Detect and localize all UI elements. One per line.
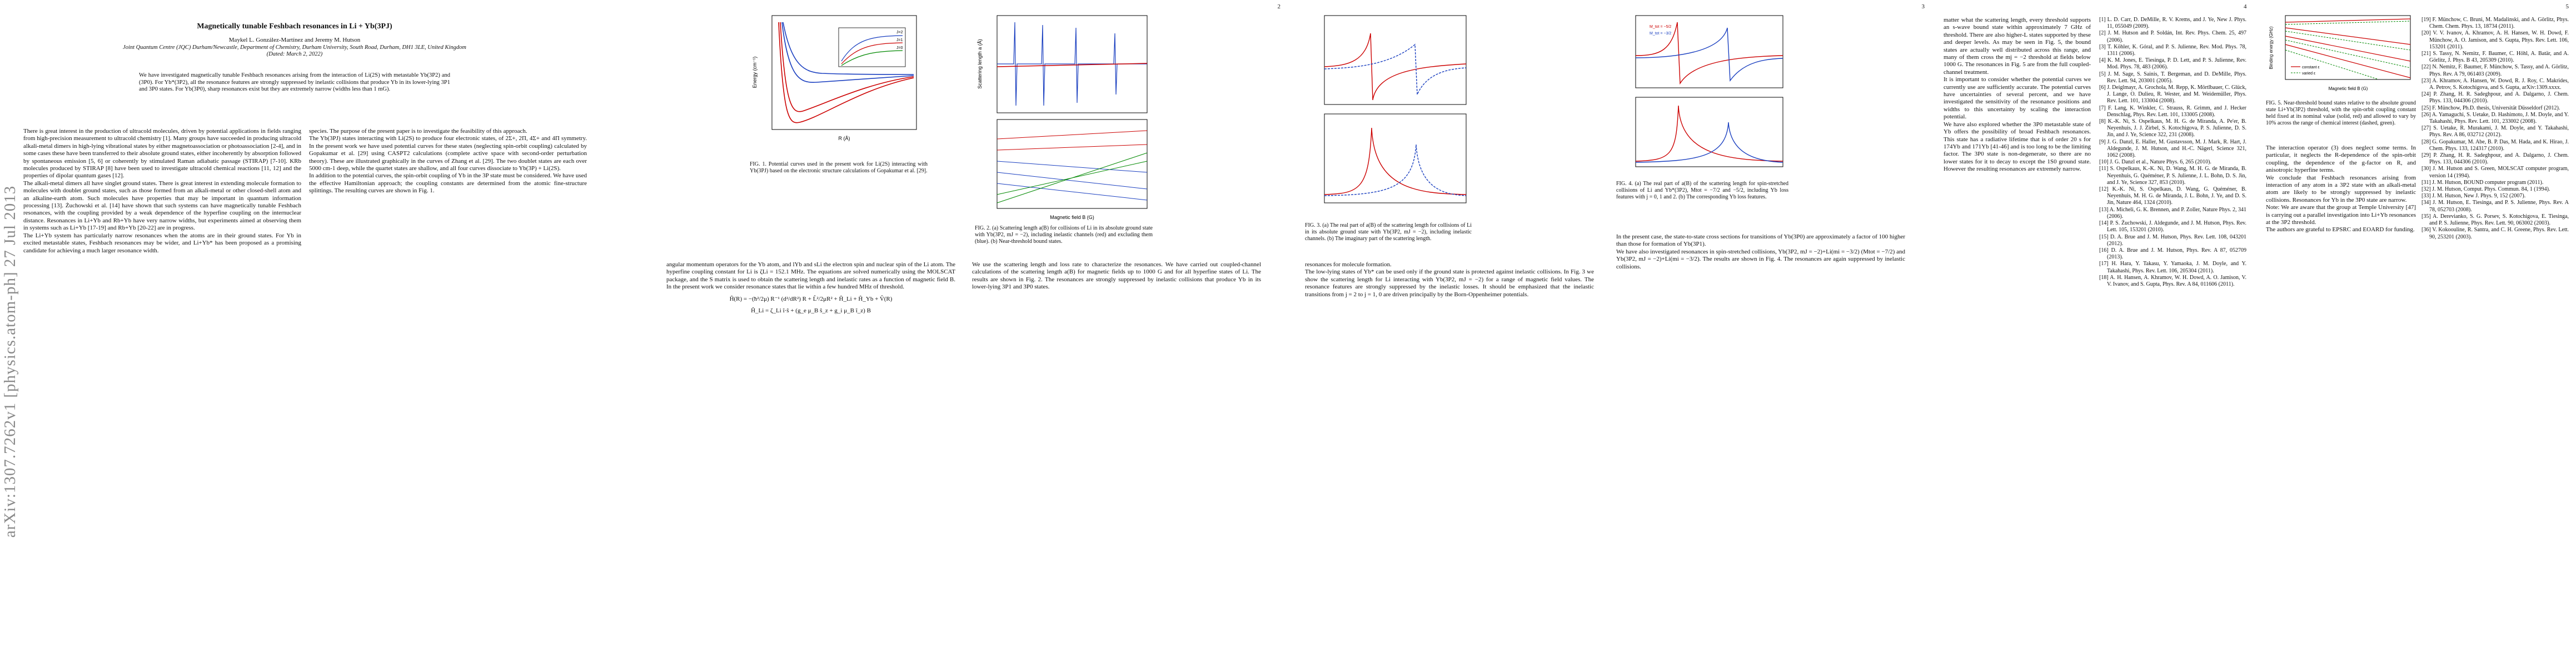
fig3-caption: FIG. 3. (a) The real part of a(B) of the… [1305, 222, 1472, 242]
figure-3 [1305, 11, 1472, 217]
reference: [16] D. A. Brue and J. M. Hutson, Phys. … [2099, 247, 2246, 261]
paper-date: (Dated: March 2, 2022) [266, 51, 323, 57]
page-3: 3 FIG. 3. (a) The real part of a(B) of t… [1288, 0, 1932, 667]
reference: [31] J. M. Hutson, BOUND computer progra… [2421, 179, 2544, 186]
reference: [7] F. Lang, K. Winkler, C. Strauss, R. … [2099, 104, 2246, 118]
fig5-ylabel: Binding energy (GHz) [2269, 26, 2274, 69]
page-number: 5 [2565, 3, 2569, 10]
equation-2: Ĥ_Li = ζ_Li î·ŝ + (g_e μ_B ŝ_z + g_i μ_B… [751, 307, 871, 315]
reference: [5] J. M. Sage, S. Sainis, T. Bergeman, … [2099, 71, 2246, 84]
reference: [3] T. Köhler, K. Góral, and P. S. Julie… [2099, 43, 2246, 57]
abstract: We have investigated magnetically tunabl… [139, 72, 450, 93]
fig1-xlabel: R (Å) [839, 136, 850, 141]
fig2-plot: Scattering length a (Å) Magnetic field B… [977, 15, 1148, 220]
fig5-legend-entry: constant ε [2302, 66, 2320, 69]
paper-affiliation: Joint Quantum Centre (JQC) Durham/Newcas… [117, 44, 472, 58]
inset-label: J=0 [896, 46, 903, 50]
inset-label: J=1 [896, 38, 903, 42]
figure-2: Scattering length a (Å) Magnetic field B… [975, 11, 1153, 222]
fig2-xlabel: Magnetic field B (G) [1050, 215, 1094, 220]
p2-text-1: angular momentum operators for the Yb at… [666, 261, 955, 291]
page-number: 2 [1277, 3, 1281, 10]
reference: [33] J. M. Hutson, New J. Phys. 9, 152 (… [2421, 193, 2526, 200]
reference: [18] A. H. Hansen, A. Khramov, W. H. Dow… [2099, 274, 2246, 287]
page-number: 3 [1921, 3, 1925, 10]
page-4: 4 5 matter what the scattering length, e… [1932, 0, 2576, 667]
p3-column-1: resonances for molecule formation. The l… [1305, 261, 1594, 298]
figure-5: constant ε varied ε Binding energy (GHz)… [2266, 11, 2416, 94]
fig4-caption: FIG. 4. (a) The real part of a(B) of the… [1616, 181, 1788, 200]
body-column-1: There is great interest in the productio… [23, 128, 301, 254]
fig4-legend-entry: M_tot = −5/2 [1650, 25, 1671, 29]
fig5-plot: constant ε varied ε Binding energy (GHz)… [2269, 15, 2411, 91]
reference: [14] P. S. Żuchowski, J. Aldegunde, and … [2099, 220, 2246, 233]
reference: [11] S. Ospelkaus, K.-K. Ni, D. Wang, M.… [2099, 166, 2246, 186]
body-column-2: species. The purpose of the present pape… [309, 128, 587, 195]
reference: [9] J. G. Danzl, E. Haller, M. Gustavsso… [2099, 138, 2246, 159]
fig1-ylabel: Energy (cm⁻¹) [752, 57, 758, 88]
fig2-ylabel: Scattering length a (Å) [977, 39, 983, 89]
page-2: 2 J=2 J=1 J=0 Energy (cm⁻¹) R (Å) FIG. 1… [644, 0, 1288, 667]
reference: [15] D. A. Brue and J. M. Hutson, Phys. … [2099, 233, 2246, 247]
reference: [29] P. Zhang, H. R. Sadeghpour, and A. … [2421, 152, 2569, 166]
reference: [25] F. Münchow, Ph.D. thesis, Universit… [2421, 104, 2560, 111]
figure-1: J=2 J=1 J=0 Energy (cm⁻¹) R (Å) [750, 11, 928, 150]
fig4-plot: M_tot = −5/2 M_tot = −3/2 [1635, 15, 1783, 167]
reference: [20] V. V. Ivanov, A. Khramov, A. H. Han… [2421, 30, 2569, 50]
reference: [6] J. Deiglmayr, A. Grochola, M. Repp, … [2099, 84, 2246, 104]
reference: [32] J. M. Hutson, Comput. Phys. Commun.… [2421, 186, 2550, 193]
reference: [10] J. G. Danzl et al., Nature Phys. 6,… [2099, 159, 2211, 166]
reference: [1] L. D. Carr, D. DeMille, R. V. Krems,… [2099, 17, 2246, 30]
reference: [8] K.-K. Ni, S. Ospelkaus, M. H. G. de … [2099, 118, 2246, 138]
affiliation-text: Joint Quantum Centre (JQC) Durham/Newcas… [123, 44, 466, 51]
fig1-plot: J=2 J=1 J=0 Energy (cm⁻¹) R (Å) [752, 15, 917, 141]
reference: [26] A. Yamaguchi, S. Uetake, D. Hashimo… [2421, 111, 2569, 125]
reference: [23] A. Khramov, A. Hansen, W. Dowd, R. … [2421, 77, 2569, 91]
reference: [19] F. Münchow, C. Bruni, M. Madalinski… [2421, 17, 2569, 30]
paper-title: Magnetically tunable Feshbach resonances… [197, 22, 392, 31]
reference: [27] S. Uetake, R. Murakami, J. M. Doyle… [2421, 125, 2569, 138]
reference: [22] N. Nemitz, F. Baumer, F. Münchow, S… [2421, 64, 2569, 77]
p2-column-1: angular momentum operators for the Yb at… [666, 261, 955, 317]
reference: [13] A. Micheli, G. K. Brennen, and P. Z… [2099, 206, 2246, 220]
fig5-caption: FIG. 5. Near-threshold bound states rela… [2266, 100, 2416, 126]
page-number: 4 [2244, 3, 2247, 10]
reference: [35] A. Derevianko, S. G. Porsev, S. Kot… [2421, 213, 2569, 227]
page-1: arXiv:1307.7262v1 [physics.atom-ph] 27 J… [0, 0, 644, 667]
references-block-1: [1] L. D. Carr, D. DeMille, R. V. Krems,… [2099, 17, 2246, 288]
reference: [17] H. Hara, Y. Takasu, Y. Yamaoka, J. … [2099, 261, 2246, 274]
reference: [24] P. Zhang, H. R. Sadeghpour, and A. … [2421, 91, 2569, 104]
equation-1: Ĥ(R) = −(ħ²/2μ) R⁻¹ (d²/dR²) R + L̂²/2μR… [729, 295, 893, 302]
fig4-legend-entry: M_tot = −3/2 [1650, 32, 1671, 36]
figure-4: M_tot = −5/2 M_tot = −3/2 [1616, 11, 1788, 178]
p2-column-2: We use the scattering length and loss ra… [972, 261, 1261, 291]
reference: [2] J. M. Hutson and P. Soldán, Int. Rev… [2099, 30, 2246, 43]
p4-column-1: matter what the scattering length, every… [1944, 17, 2091, 173]
fig2-caption: FIG. 2. (a) Scattering length a(B) for c… [975, 225, 1153, 245]
reference: [30] J. M. Hutson and S. Green, MOLSCAT … [2421, 166, 2569, 179]
references-block-2: [19] F. Münchow, C. Bruni, M. Madalinski… [2421, 17, 2569, 241]
p4-column-3: The interaction operator (3) does neglec… [2266, 145, 2416, 233]
reference: [36] V. Kokoouline, R. Santra, and C. H.… [2421, 227, 2569, 240]
fig5-legend-entry: varied ε [2302, 72, 2315, 76]
p3-column-2: In the present case, the state-to-state … [1616, 233, 1905, 270]
arxiv-stamp: arXiv:1307.7262v1 [physics.atom-ph] 27 J… [1, 185, 19, 537]
reference: [21] S. Tassy, N. Nemitz, F. Baumer, C. … [2421, 51, 2569, 64]
reference: [34] J. M. Hutson, E. Tiesinga, and P. S… [2421, 200, 2569, 213]
fig1-caption: FIG. 1. Potential curves used in the pre… [750, 161, 928, 174]
reference: [12] K.-K. Ni, S. Ospelkaus, D. Wang, G.… [2099, 186, 2246, 206]
fig5-xlabel: Magnetic field B (G) [2329, 86, 2368, 91]
paper-authors: Maykel L. González-Martínez and Jeremy M… [228, 37, 361, 43]
inset-label: J=2 [896, 31, 903, 34]
reference: [28] G. Gopakumar, M. Abe, B. P. Das, M.… [2421, 138, 2569, 152]
reference: [4] K. M. Jones, E. Tiesinga, P. D. Lett… [2099, 57, 2246, 71]
fig3-plot [1324, 15, 1467, 203]
